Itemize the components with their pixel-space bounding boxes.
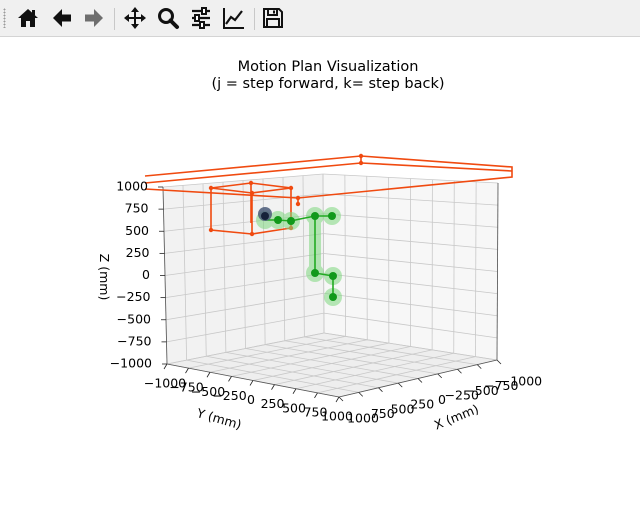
obstacle-box-top [144, 155, 513, 199]
z-tick-label: −500 [117, 311, 151, 326]
navigation-toolbar [0, 0, 640, 37]
edit-axis-button[interactable] [220, 4, 248, 32]
configure-subplots-button[interactable] [187, 4, 215, 32]
x-tick-label: 500 [391, 401, 415, 416]
save-button[interactable] [259, 4, 287, 32]
z-tick-label: −250 [116, 289, 150, 304]
edit-axis-curve-icon [223, 8, 244, 29]
y-tick-label: 1000 [321, 409, 353, 424]
forward-button[interactable] [80, 4, 108, 32]
forward-arrow-icon [85, 9, 103, 27]
z-tick-label: −1000 [110, 356, 152, 371]
plot-title: Motion Plan Visualization [238, 59, 419, 75]
x-tick-label: −500 [464, 383, 498, 398]
back-button[interactable] [48, 4, 76, 32]
y-tick-label: −500 [191, 384, 225, 399]
z-tick-label: −750 [117, 333, 151, 348]
z-tick-label: 250 [126, 245, 150, 260]
pan-button[interactable] [121, 4, 149, 32]
z-tick-label: 1000 [116, 179, 148, 194]
x-tick-label: −250 [445, 387, 479, 402]
x-tick-label: 750 [371, 406, 395, 421]
z-tick-label: 500 [125, 223, 149, 238]
x-tick-label: −750 [484, 378, 518, 393]
x-tick-label: 0 [438, 392, 446, 407]
y-tick-label: 500 [282, 400, 306, 415]
z-tick-label: 0 [142, 267, 150, 282]
save-floppy-icon [263, 8, 283, 28]
zoom-magnifier-icon [158, 8, 179, 29]
y-tick-label: −1000 [144, 376, 186, 391]
y-tick-label: −750 [169, 380, 203, 395]
z-axis-ticks: 1000 750 500 250 0 −250 −500 −750 −1000 [110, 179, 167, 371]
robot-start-marker [258, 207, 272, 221]
pan-move-icon [124, 7, 146, 29]
configure-subplots-icon [192, 7, 210, 29]
toolbar-separator [254, 8, 255, 30]
z-axis-label: Z (mm) [97, 254, 112, 301]
x-tick-label: 250 [410, 397, 434, 412]
plot-subtitle: (j = step forward, k= step back) [211, 76, 444, 92]
back-arrow-icon [53, 9, 71, 27]
home-icon [18, 9, 38, 27]
x-tick-label: 1000 [347, 411, 379, 426]
x-tick-label: −1000 [500, 374, 542, 389]
home-button[interactable] [14, 4, 42, 32]
y-tick-label: −250 [212, 388, 246, 403]
path-waypoints [274, 212, 337, 301]
toolbar-separator [114, 8, 115, 30]
z-tick-label: 750 [125, 201, 149, 216]
y-tick-label: 750 [304, 404, 328, 419]
y-tick-label: 0 [247, 392, 255, 407]
y-axis-label: Y (mm) [194, 405, 243, 432]
toolbar-grip-handle[interactable] [3, 8, 6, 28]
y-tick-label: 250 [261, 396, 285, 411]
zoom-button[interactable] [154, 4, 182, 32]
